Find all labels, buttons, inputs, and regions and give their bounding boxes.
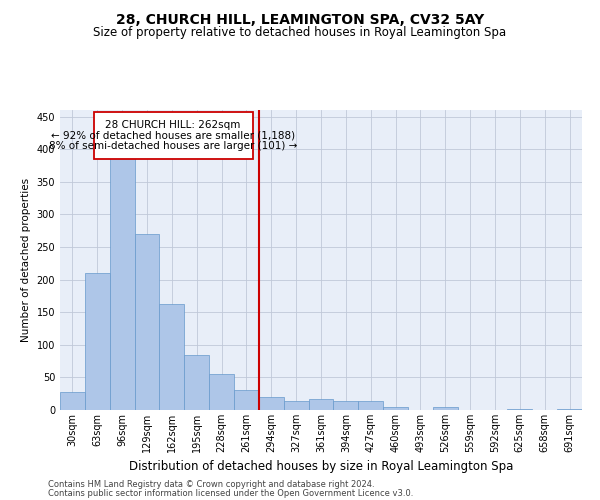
Text: 8% of semi-detached houses are larger (101) →: 8% of semi-detached houses are larger (1… (49, 140, 297, 150)
Bar (234, 390, 259, 410)
Bar (358, 401, 383, 410)
Bar (284, 401, 308, 410)
Bar (110, 156, 134, 410)
FancyBboxPatch shape (94, 112, 253, 159)
Y-axis label: Number of detached properties: Number of detached properties (21, 178, 31, 342)
Bar (334, 401, 358, 410)
Bar (383, 406, 408, 410)
Text: 28, CHURCH HILL, LEAMINGTON SPA, CV32 5AY: 28, CHURCH HILL, LEAMINGTON SPA, CV32 5A… (116, 12, 484, 26)
X-axis label: Distribution of detached houses by size in Royal Leamington Spa: Distribution of detached houses by size … (129, 460, 513, 473)
Bar (259, 397, 284, 410)
Bar (184, 354, 209, 410)
Bar (508, 408, 532, 410)
Text: Contains public sector information licensed under the Open Government Licence v3: Contains public sector information licen… (48, 488, 413, 498)
Text: 28 CHURCH HILL: 262sqm: 28 CHURCH HILL: 262sqm (106, 120, 241, 130)
Bar (60, 392, 85, 410)
Bar (134, 234, 160, 410)
Bar (557, 408, 582, 410)
Text: ← 92% of detached houses are smaller (1,188): ← 92% of detached houses are smaller (1,… (51, 130, 295, 140)
Bar (85, 273, 110, 410)
Bar (209, 374, 234, 410)
Text: Contains HM Land Registry data © Crown copyright and database right 2024.: Contains HM Land Registry data © Crown c… (48, 480, 374, 489)
Text: Size of property relative to detached houses in Royal Leamington Spa: Size of property relative to detached ho… (94, 26, 506, 39)
Bar (308, 399, 334, 410)
Bar (433, 406, 458, 410)
Bar (160, 304, 184, 410)
